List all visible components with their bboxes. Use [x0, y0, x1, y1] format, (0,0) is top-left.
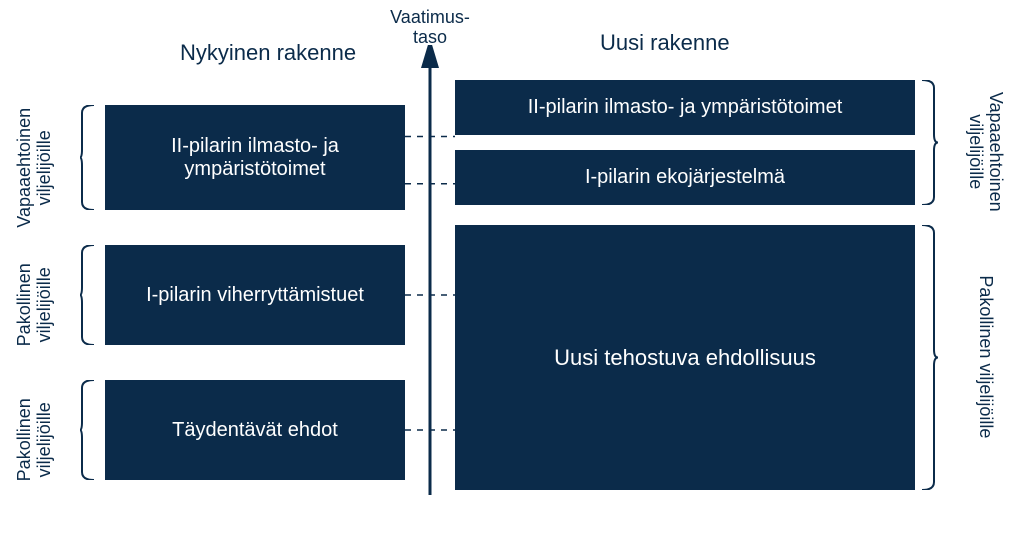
- right-box-conditionality: Uusi tehostuva ehdollisuus: [455, 225, 915, 490]
- vertical-axis-arrow: [420, 45, 440, 500]
- axis-label-line2: taso: [413, 27, 447, 47]
- header-right: Uusi rakenne: [600, 30, 730, 56]
- right-box-pillar2-env-label: II-pilarin ilmasto- ja ympäristötoimet: [528, 96, 843, 119]
- brace-icon: [920, 80, 940, 205]
- right-box-conditionality-label: Uusi tehostuva ehdollisuus: [554, 345, 816, 371]
- left-box-pillar1-greening: I-pilarin viherryttämistuet: [105, 245, 405, 345]
- left-box-cross-compliance-label: Täydentävät ehdot: [172, 419, 338, 442]
- left-box-pillar1-greening-label: I-pilarin viherryttämistuet: [146, 284, 364, 307]
- brace-icon: [920, 225, 940, 490]
- brace-icon: [80, 105, 100, 210]
- right-box-pillar2-env: II-pilarin ilmasto- ja ympäristötoimet: [455, 80, 915, 135]
- left-side-label: Pakollinenviljelijöille: [15, 245, 55, 365]
- right-box-pillar1-eco-label: I-pilarin ekojärjestelmä: [585, 166, 785, 189]
- axis-label-line1: Vaatimus-: [390, 7, 470, 27]
- right-box-pillar1-eco: I-pilarin ekojärjestelmä: [455, 150, 915, 205]
- left-side-label: Vapaaehtoinenviljelijöille: [15, 108, 55, 228]
- left-box-cross-compliance: Täydentävät ehdot: [105, 380, 405, 480]
- brace-icon: [80, 380, 100, 480]
- left-box-pillar2-env-label: II-pilarin ilmasto- jaympäristötoimet: [171, 135, 339, 181]
- right-side-label: Vapaaehtoinenviljelijöille: [965, 42, 1005, 262]
- header-left: Nykyinen rakenne: [180, 40, 356, 66]
- left-box-pillar2-env: II-pilarin ilmasto- jaympäristötoimet: [105, 105, 405, 210]
- right-side-label: Pakollinen viljelijöille: [975, 247, 995, 467]
- diagram-canvas: Vaatimus- taso Nykyinen rakenne Uusi rak…: [0, 0, 1024, 542]
- brace-icon: [80, 245, 100, 345]
- left-side-label: Pakollinenviljelijöille: [15, 380, 55, 500]
- axis-label: Vaatimus- taso: [388, 8, 472, 48]
